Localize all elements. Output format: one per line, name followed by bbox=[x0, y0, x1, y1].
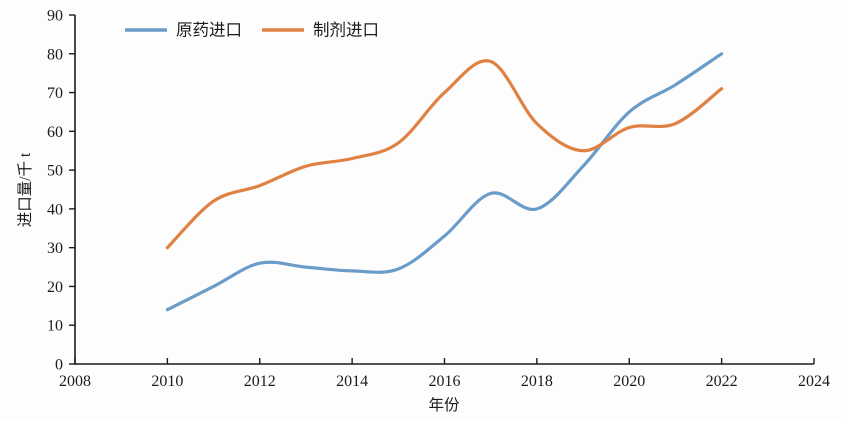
x-axis-tick-label: 2022 bbox=[706, 373, 738, 390]
x-axis-tick-label: 2024 bbox=[798, 373, 830, 390]
y-axis-tick-label: 0 bbox=[55, 357, 63, 374]
series-layer bbox=[165, 52, 724, 312]
y-axis-tick-label: 60 bbox=[47, 124, 63, 141]
y-axis-tick-label: 80 bbox=[47, 46, 63, 63]
y-axis-tick-label: 70 bbox=[47, 85, 63, 102]
y-axis-tick-label: 20 bbox=[47, 279, 63, 296]
y-axis-title: 进口量/千 t bbox=[16, 152, 34, 227]
y-axis-tick-label: 40 bbox=[47, 201, 63, 218]
x-axis-tick-label: 2012 bbox=[244, 373, 276, 390]
legend-label-formulation: 制剂进口 bbox=[313, 21, 379, 40]
axes-layer: 0 10 20 30 40 50 60 70 80 90 2008 2010 2012 2014 2016 2… bbox=[47, 8, 830, 391]
y-axis-tick-label: 10 bbox=[47, 318, 63, 335]
legend-label-raw-drug: 原药进口 bbox=[176, 21, 242, 40]
x-axis-tick-label: 2008 bbox=[59, 373, 91, 390]
x-axis-tick-label: 2016 bbox=[429, 373, 461, 390]
x-axis-tick-label: 2018 bbox=[521, 373, 553, 390]
x-axis-tick-label: 2020 bbox=[613, 373, 645, 390]
y-axis-tick-label: 50 bbox=[47, 163, 63, 180]
x-axis-title: 年份 bbox=[428, 396, 460, 414]
series-line-raw-drug-import bbox=[165, 52, 724, 312]
y-axis-tick-label: 90 bbox=[47, 8, 63, 25]
series-line-formulation-import bbox=[165, 59, 724, 250]
x-axis-tick-label: 2014 bbox=[336, 373, 368, 390]
x-axis-tick-label: 2010 bbox=[151, 373, 183, 390]
y-axis-tick-label: 30 bbox=[47, 240, 63, 257]
legend: 原药进口 制剂进口 bbox=[125, 21, 379, 40]
